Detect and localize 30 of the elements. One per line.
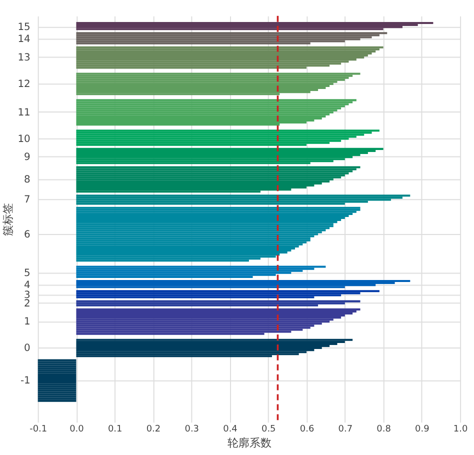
x-tick-label: 0.6 (300, 424, 314, 435)
y-tick-label: 11 (18, 107, 30, 118)
y-tick-label: -1 (20, 376, 30, 387)
y-tick-label: 14 (18, 34, 30, 46)
x-tick-label: 0.0 (70, 424, 84, 435)
x-tick-label: -0.1 (30, 424, 48, 435)
y-tick-label: 15 (18, 22, 30, 34)
y-tick-label: 5 (24, 268, 30, 279)
x-tick-label: 0.5 (262, 424, 276, 435)
x-tick-label: 0.3 (184, 424, 199, 435)
y-tick-label: 9 (24, 152, 30, 164)
y-tick-label: 6 (24, 229, 30, 240)
y-tick-label: 13 (18, 52, 30, 64)
x-tick-label: 1.0 (453, 424, 468, 435)
x-axis-title: 轮廓系数 (227, 436, 272, 450)
y-tick-label: 8 (24, 174, 30, 186)
y-tick-label: 10 (18, 134, 30, 145)
x-tick-label: 0.7 (338, 424, 353, 435)
y-tick-label: 1 (24, 316, 30, 328)
y-tick-label: 7 (24, 194, 30, 206)
x-tick-label: 0.9 (415, 424, 430, 435)
y-tick-label: 2 (24, 298, 30, 310)
x-tick-label: 0.2 (146, 424, 161, 435)
x-tick-label: 0.8 (376, 424, 392, 435)
x-tick-label: 0.4 (223, 424, 238, 435)
y-tick-label: 12 (18, 78, 30, 90)
y-axis-title: 簇标签 (2, 203, 15, 236)
y-tick-label: 0 (24, 343, 30, 354)
y-tick-label: 4 (24, 280, 30, 292)
x-tick-label: 0.1 (108, 424, 122, 435)
